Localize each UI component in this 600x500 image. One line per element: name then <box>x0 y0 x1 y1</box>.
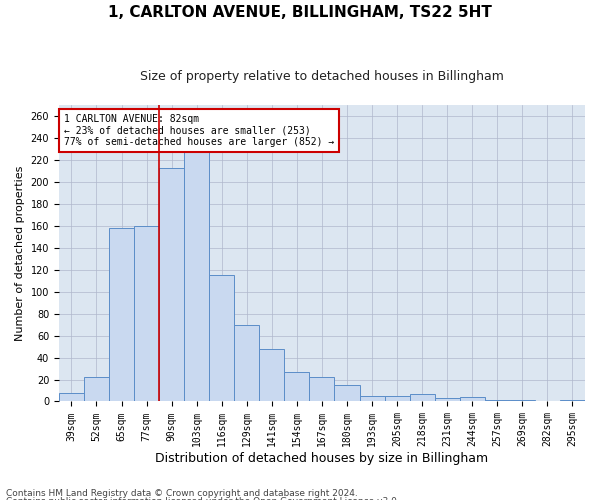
Bar <box>284 372 310 402</box>
Bar <box>134 226 159 402</box>
Bar <box>159 168 184 402</box>
Bar <box>510 400 535 402</box>
Bar <box>385 396 410 402</box>
Bar <box>84 378 109 402</box>
Y-axis label: Number of detached properties: Number of detached properties <box>15 166 25 341</box>
Bar <box>434 398 460 402</box>
Bar <box>560 400 585 402</box>
Text: 1 CARLTON AVENUE: 82sqm
← 23% of detached houses are smaller (253)
77% of semi-d: 1 CARLTON AVENUE: 82sqm ← 23% of detache… <box>64 114 334 147</box>
Bar <box>334 385 359 402</box>
Title: Size of property relative to detached houses in Billingham: Size of property relative to detached ho… <box>140 70 504 83</box>
Bar <box>209 275 234 402</box>
Bar <box>410 394 434 402</box>
Text: 1, CARLTON AVENUE, BILLINGHAM, TS22 5HT: 1, CARLTON AVENUE, BILLINGHAM, TS22 5HT <box>108 5 492 20</box>
Bar <box>485 400 510 402</box>
Bar <box>359 396 385 402</box>
X-axis label: Distribution of detached houses by size in Billingham: Distribution of detached houses by size … <box>155 452 488 465</box>
Bar <box>460 397 485 402</box>
Bar <box>310 378 334 402</box>
Bar <box>184 151 209 402</box>
Bar <box>59 392 84 402</box>
Text: Contains public sector information licensed under the Open Government Licence v3: Contains public sector information licen… <box>6 497 400 500</box>
Bar <box>109 228 134 402</box>
Bar <box>259 349 284 402</box>
Bar <box>234 324 259 402</box>
Text: Contains HM Land Registry data © Crown copyright and database right 2024.: Contains HM Land Registry data © Crown c… <box>6 488 358 498</box>
